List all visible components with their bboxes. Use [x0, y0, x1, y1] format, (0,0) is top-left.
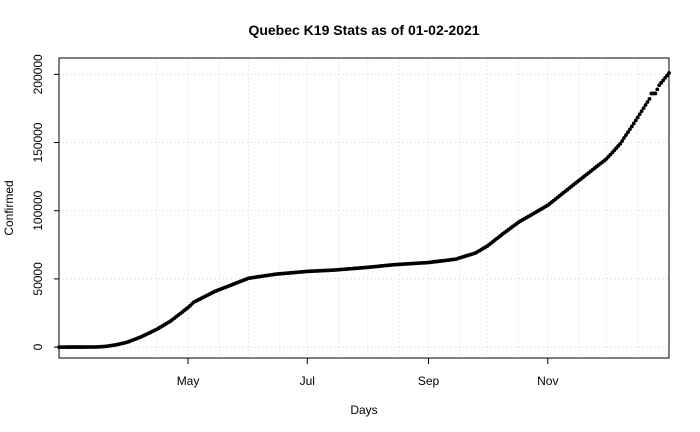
data-point [635, 115, 640, 120]
data-point [667, 71, 671, 75]
data-point [637, 112, 642, 117]
y-tick-label: 150000 [31, 122, 45, 162]
data-point [620, 139, 624, 143]
data-point [645, 100, 650, 104]
plot-border [58, 57, 670, 359]
data-point [641, 106, 646, 111]
data-point [647, 97, 652, 101]
y-axis: 0 50000 100000 150000 200000 [31, 54, 59, 350]
y-tick-label: 200000 [31, 54, 45, 94]
data-point [618, 142, 623, 146]
data-point [653, 91, 658, 96]
x-tick-label: Jul [300, 374, 315, 388]
data-point [629, 124, 634, 129]
data-point [622, 136, 626, 140]
data-point [628, 127, 632, 132]
y-axis-label: Confirmed [2, 180, 16, 235]
data-point [639, 109, 644, 114]
x-tick-label: Sep [418, 374, 440, 388]
data-point [655, 87, 660, 92]
data-point [633, 118, 638, 123]
data-point [631, 121, 636, 126]
x-tick-label: Nov [537, 374, 558, 388]
x-axis: May Jul Sep Nov [177, 358, 558, 388]
y-tick-label: 100000 [31, 190, 45, 230]
x-axis-label: Days [350, 403, 377, 417]
data-point [643, 103, 648, 107]
grid-lines [59, 58, 669, 358]
chart-title: Quebec K19 Stats as of 01-02-2021 [248, 22, 479, 38]
data-point [624, 133, 628, 138]
y-tick-label: 50000 [31, 262, 45, 296]
data-points [57, 71, 671, 349]
x-tick-label: May [177, 374, 200, 388]
y-tick-label: 0 [31, 343, 45, 350]
data-point [626, 130, 630, 135]
